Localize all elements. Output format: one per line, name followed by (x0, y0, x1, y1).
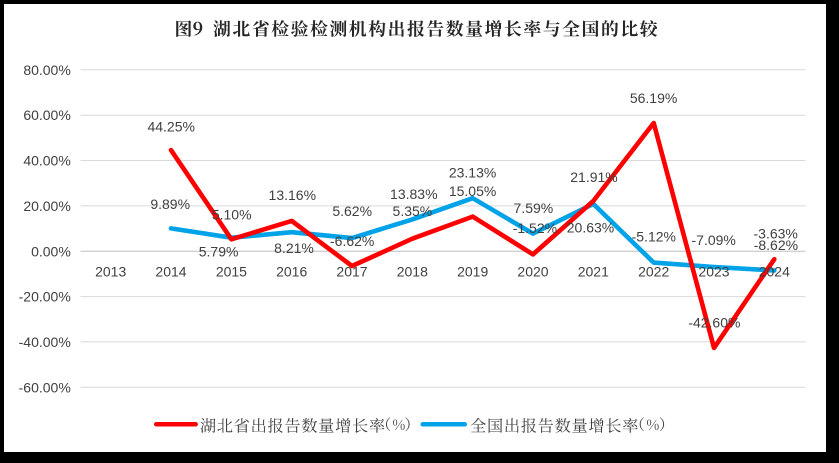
svg-text:40.00%: 40.00% (23, 153, 70, 169)
svg-text:2020: 2020 (517, 264, 548, 280)
svg-text:20.00%: 20.00% (23, 198, 70, 214)
svg-text:56.19%: 56.19% (630, 90, 677, 106)
svg-text:2017: 2017 (336, 264, 367, 280)
svg-text:-7.09%: -7.09% (692, 232, 736, 248)
svg-text:2015: 2015 (216, 264, 247, 280)
svg-text:5.10%: 5.10% (212, 207, 252, 223)
svg-text:44.25%: 44.25% (147, 118, 194, 134)
svg-text:-5.12%: -5.12% (632, 228, 676, 244)
svg-text:2023: 2023 (698, 264, 729, 280)
svg-text:-1.52%: -1.52% (513, 220, 557, 236)
svg-text:-3.63%: -3.63% (754, 226, 798, 242)
svg-text:20.63%: 20.63% (567, 219, 614, 235)
svg-text:2016: 2016 (276, 264, 307, 280)
svg-text:2013: 2013 (95, 264, 126, 280)
svg-text:8.21%: 8.21% (274, 240, 314, 256)
svg-text:-20.00%: -20.00% (19, 289, 71, 305)
svg-text:21.91%: 21.91% (570, 169, 617, 185)
svg-text:13.83%: 13.83% (390, 186, 437, 202)
svg-text:2022: 2022 (638, 264, 669, 280)
svg-text:-40.00%: -40.00% (19, 334, 71, 350)
svg-text:13.16%: 13.16% (269, 187, 316, 203)
svg-text:0.00%: 0.00% (31, 243, 71, 259)
svg-text:2018: 2018 (397, 264, 428, 280)
svg-text:9.89%: 9.89% (150, 196, 190, 212)
svg-text:-6.62%: -6.62% (330, 233, 374, 249)
svg-text:-8.62%: -8.62% (754, 237, 798, 253)
svg-text:7.59%: 7.59% (514, 200, 554, 216)
svg-text:2024: 2024 (759, 264, 790, 280)
svg-text:5.79%: 5.79% (199, 244, 239, 260)
svg-text:15.05%: 15.05% (449, 183, 496, 199)
svg-text:5.62%: 5.62% (332, 203, 372, 219)
svg-text:80.00%: 80.00% (23, 62, 70, 78)
svg-text:23.13%: 23.13% (449, 164, 496, 180)
svg-text:2021: 2021 (578, 264, 609, 280)
svg-text:2019: 2019 (457, 264, 488, 280)
svg-text:60.00%: 60.00% (23, 107, 70, 123)
svg-text:2014: 2014 (155, 264, 186, 280)
svg-text:-60.00%: -60.00% (19, 379, 71, 395)
svg-text:5.35%: 5.35% (393, 203, 433, 219)
svg-text:-42.60%: -42.60% (688, 315, 740, 331)
